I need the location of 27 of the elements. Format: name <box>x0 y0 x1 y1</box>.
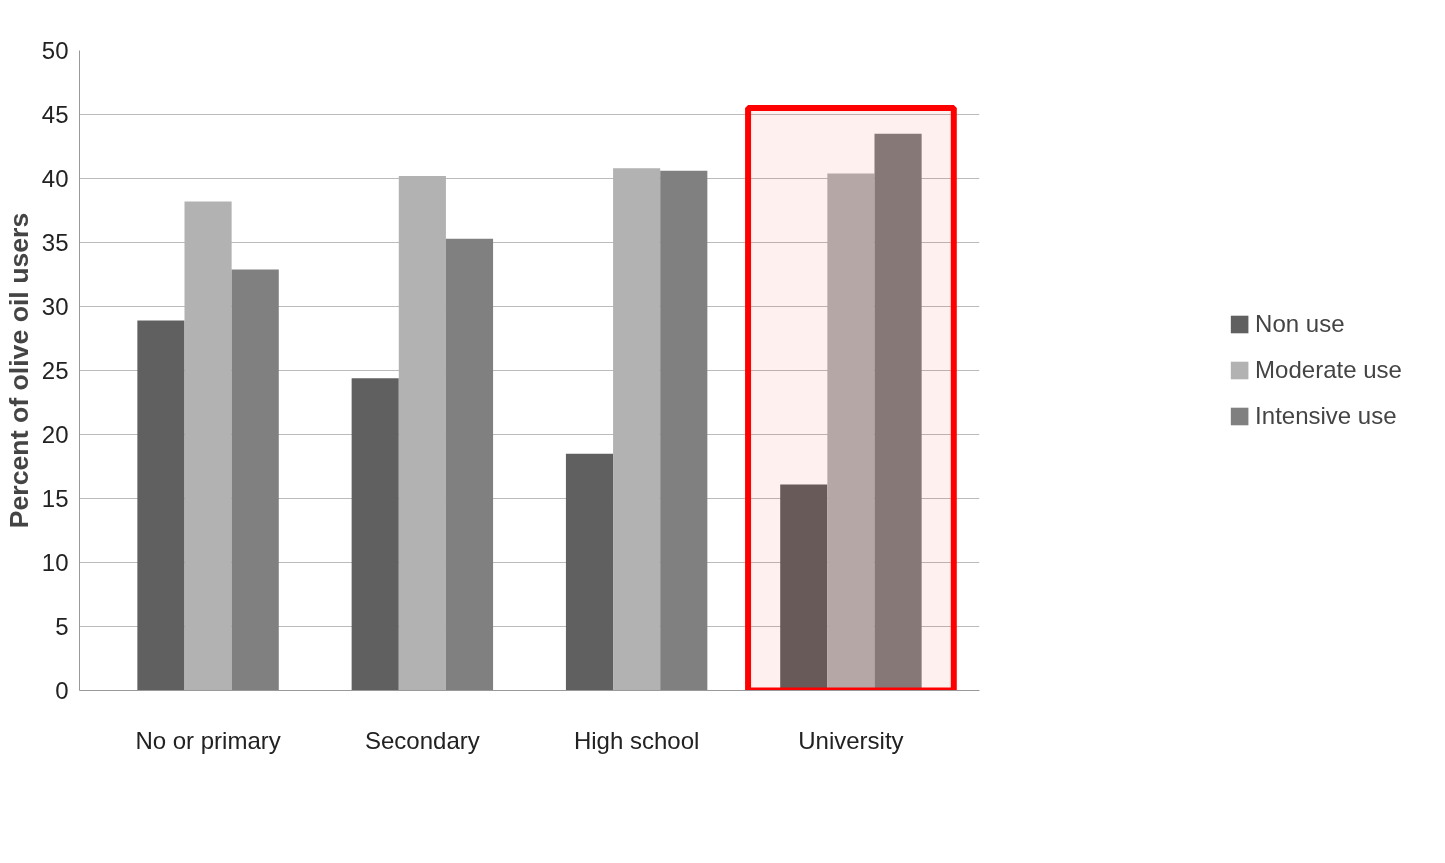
legend-label: Moderate use <box>1255 356 1402 384</box>
bar <box>565 453 614 691</box>
y-tick-label: 30 <box>41 293 69 320</box>
legend-label: Intensive use <box>1255 402 1397 430</box>
bar <box>874 133 922 691</box>
y-tick-label: 45 <box>41 101 69 128</box>
y-tick-label: 25 <box>41 357 69 384</box>
y-tick-label: 20 <box>41 421 69 448</box>
y-tick-label: 15 <box>41 485 69 512</box>
y-tick-label: 50 <box>41 37 69 64</box>
y-tick-label: 35 <box>41 229 69 256</box>
bar <box>445 238 494 691</box>
y-axis-title: Percent of olive oil users <box>3 212 34 529</box>
x-tick-label: Secondary <box>364 726 480 754</box>
x-tick-label: University <box>798 726 904 754</box>
bar <box>780 484 828 691</box>
bar <box>137 320 185 691</box>
x-tick-label: No or primary <box>135 726 281 754</box>
bar <box>351 378 399 691</box>
legend-label: Non use <box>1255 310 1345 338</box>
bar <box>231 269 279 691</box>
y-tick-label: 5 <box>55 613 69 640</box>
y-tick-label: 10 <box>41 549 69 576</box>
x-tick-label: High school <box>573 726 700 754</box>
y-tick-label: 0 <box>55 677 69 704</box>
bar <box>660 170 708 691</box>
y-tick-label: 40 <box>41 165 69 192</box>
